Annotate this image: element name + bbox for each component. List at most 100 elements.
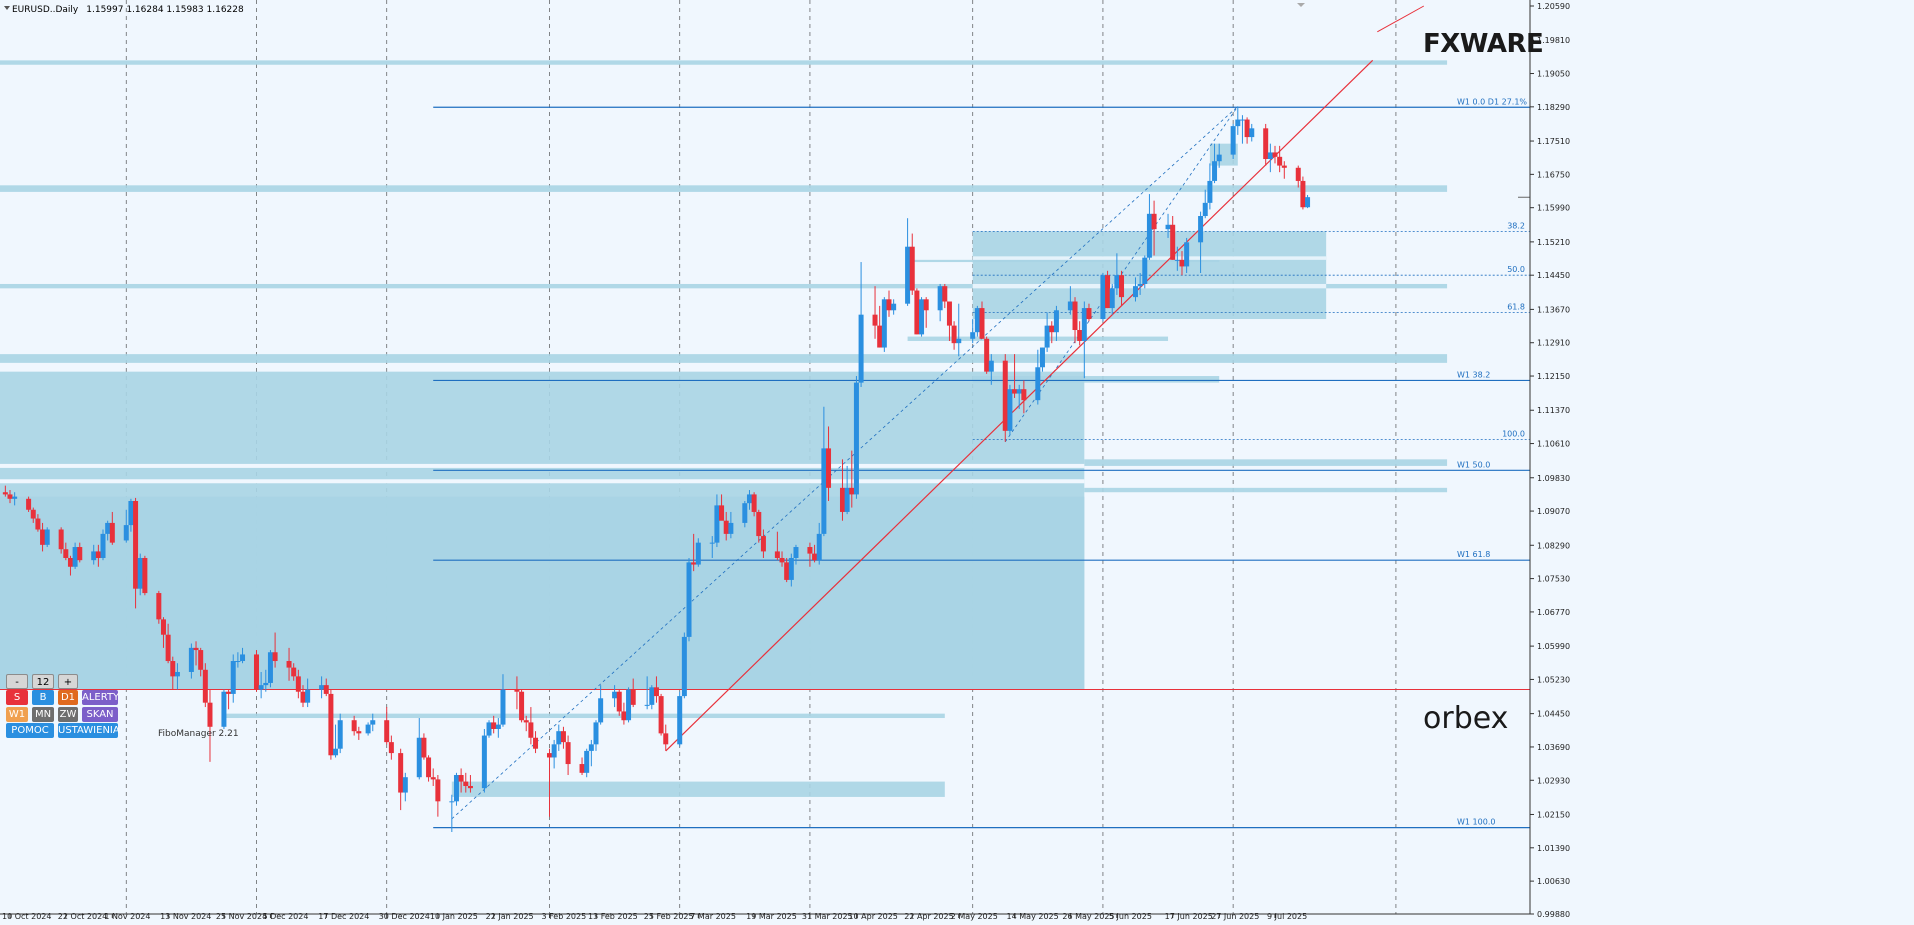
candle-body[interactable] xyxy=(1049,325,1055,333)
candle-body[interactable] xyxy=(719,505,725,521)
candle-body[interactable] xyxy=(728,522,734,534)
candle-body[interactable] xyxy=(500,689,506,725)
candle-body[interactable] xyxy=(695,542,701,565)
candle-body[interactable] xyxy=(188,647,194,672)
candle-body[interactable] xyxy=(12,496,18,499)
candle-body[interactable] xyxy=(1198,216,1204,243)
candle-body[interactable] xyxy=(1067,301,1073,311)
candle-body[interactable] xyxy=(1035,367,1041,401)
candle-body[interactable] xyxy=(291,667,297,677)
pomoc-button[interactable]: POMOC xyxy=(6,723,54,738)
candle-body[interactable] xyxy=(816,533,822,561)
candle-body[interactable] xyxy=(221,691,227,727)
candle-body[interactable] xyxy=(844,487,850,512)
candle-body[interactable] xyxy=(812,553,818,561)
candle-body[interactable] xyxy=(560,731,566,743)
candle-body[interactable] xyxy=(784,562,790,580)
candle-body[interactable] xyxy=(105,522,111,534)
candle-body[interactable] xyxy=(1174,259,1180,261)
candle-body[interactable] xyxy=(1244,119,1250,138)
candle-body[interactable] xyxy=(519,691,525,721)
candle-body[interactable] xyxy=(1202,202,1208,217)
candle-body[interactable] xyxy=(723,520,729,534)
candle-body[interactable] xyxy=(630,689,636,705)
candle-body[interactable] xyxy=(295,676,301,692)
candle-body[interactable] xyxy=(388,742,394,754)
candle-body[interactable] xyxy=(7,494,13,499)
s-button[interactable]: S xyxy=(6,690,28,705)
candle-body[interactable] xyxy=(272,652,278,662)
candle-body[interactable] xyxy=(979,308,985,339)
candle-body[interactable] xyxy=(546,753,552,758)
candle-body[interactable] xyxy=(691,562,697,565)
zw-button[interactable]: ZW xyxy=(58,707,78,722)
candle-body[interactable] xyxy=(481,735,487,789)
candle-body[interactable] xyxy=(653,687,659,697)
candle-body[interactable] xyxy=(128,500,134,526)
candle-body[interactable] xyxy=(644,704,650,706)
candle-body[interactable] xyxy=(91,551,97,561)
candle-body[interactable] xyxy=(1137,283,1143,287)
candle-body[interactable] xyxy=(588,744,594,751)
candle-body[interactable] xyxy=(26,498,32,510)
candle-body[interactable] xyxy=(1105,275,1111,309)
candle-body[interactable] xyxy=(1305,197,1311,208)
candle-body[interactable] xyxy=(491,722,497,729)
candle-body[interactable] xyxy=(1170,224,1176,260)
candle-body[interactable] xyxy=(263,682,269,686)
candle-body[interactable] xyxy=(853,382,859,495)
candle-body[interactable] xyxy=(1216,154,1222,162)
candle-body[interactable] xyxy=(123,525,129,541)
alerty-button[interactable]: ALERTY xyxy=(82,690,120,705)
candle-body[interactable] xyxy=(886,299,892,311)
candle-body[interactable] xyxy=(58,529,64,550)
candle-body[interactable] xyxy=(253,654,259,690)
candle-body[interactable] xyxy=(1002,360,1008,431)
candle-body[interactable] xyxy=(974,308,980,333)
candle-body[interactable] xyxy=(681,636,687,697)
increase-button[interactable]: + xyxy=(58,674,78,689)
candle-body[interactable] xyxy=(807,547,813,554)
candle-body[interactable] xyxy=(1142,257,1148,284)
candle-body[interactable] xyxy=(1230,126,1236,155)
candle-body[interactable] xyxy=(988,360,994,372)
candle-body[interactable] xyxy=(467,785,473,789)
candle-body[interactable] xyxy=(384,720,390,743)
candle-body[interactable] xyxy=(416,737,422,778)
candle-body[interactable] xyxy=(1039,347,1045,368)
candle-body[interactable] xyxy=(1184,242,1190,267)
candle-body[interactable] xyxy=(1072,301,1078,331)
candle-body[interactable] xyxy=(1281,165,1287,168)
candle-body[interactable] xyxy=(528,722,534,738)
candle-body[interactable] xyxy=(1267,152,1273,160)
candle-body[interactable] xyxy=(909,246,915,291)
skan-button[interactable]: SKAN xyxy=(82,707,118,722)
candle-body[interactable] xyxy=(942,286,948,302)
candle-body[interactable] xyxy=(1100,275,1106,320)
candle-body[interactable] xyxy=(1044,325,1050,348)
mn-button[interactable]: MN xyxy=(32,707,54,722)
candle-body[interactable] xyxy=(1012,389,1018,394)
candle-body[interactable] xyxy=(356,731,362,734)
candle-body[interactable] xyxy=(849,487,855,495)
candle-body[interactable] xyxy=(872,314,878,326)
candle-body[interactable] xyxy=(1146,213,1152,258)
candle-body[interactable] xyxy=(1212,161,1218,181)
candle-body[interactable] xyxy=(63,549,69,558)
candle-body[interactable] xyxy=(663,733,669,745)
candle-body[interactable] xyxy=(1151,213,1157,230)
candle-body[interactable] xyxy=(788,557,794,580)
candle-body[interactable] xyxy=(226,691,232,694)
candle-body[interactable] xyxy=(198,650,204,670)
candle-body[interactable] xyxy=(160,619,166,635)
candle-body[interactable] xyxy=(1300,180,1306,208)
candle-body[interactable] xyxy=(44,529,50,545)
candle-body[interactable] xyxy=(230,661,236,694)
candle-body[interactable] xyxy=(170,661,176,677)
candle-body[interactable] xyxy=(751,494,757,512)
candle-body[interactable] xyxy=(2,492,8,495)
candle-body[interactable] xyxy=(156,593,162,620)
candle-body[interactable] xyxy=(426,757,432,778)
candle-body[interactable] xyxy=(881,299,887,348)
